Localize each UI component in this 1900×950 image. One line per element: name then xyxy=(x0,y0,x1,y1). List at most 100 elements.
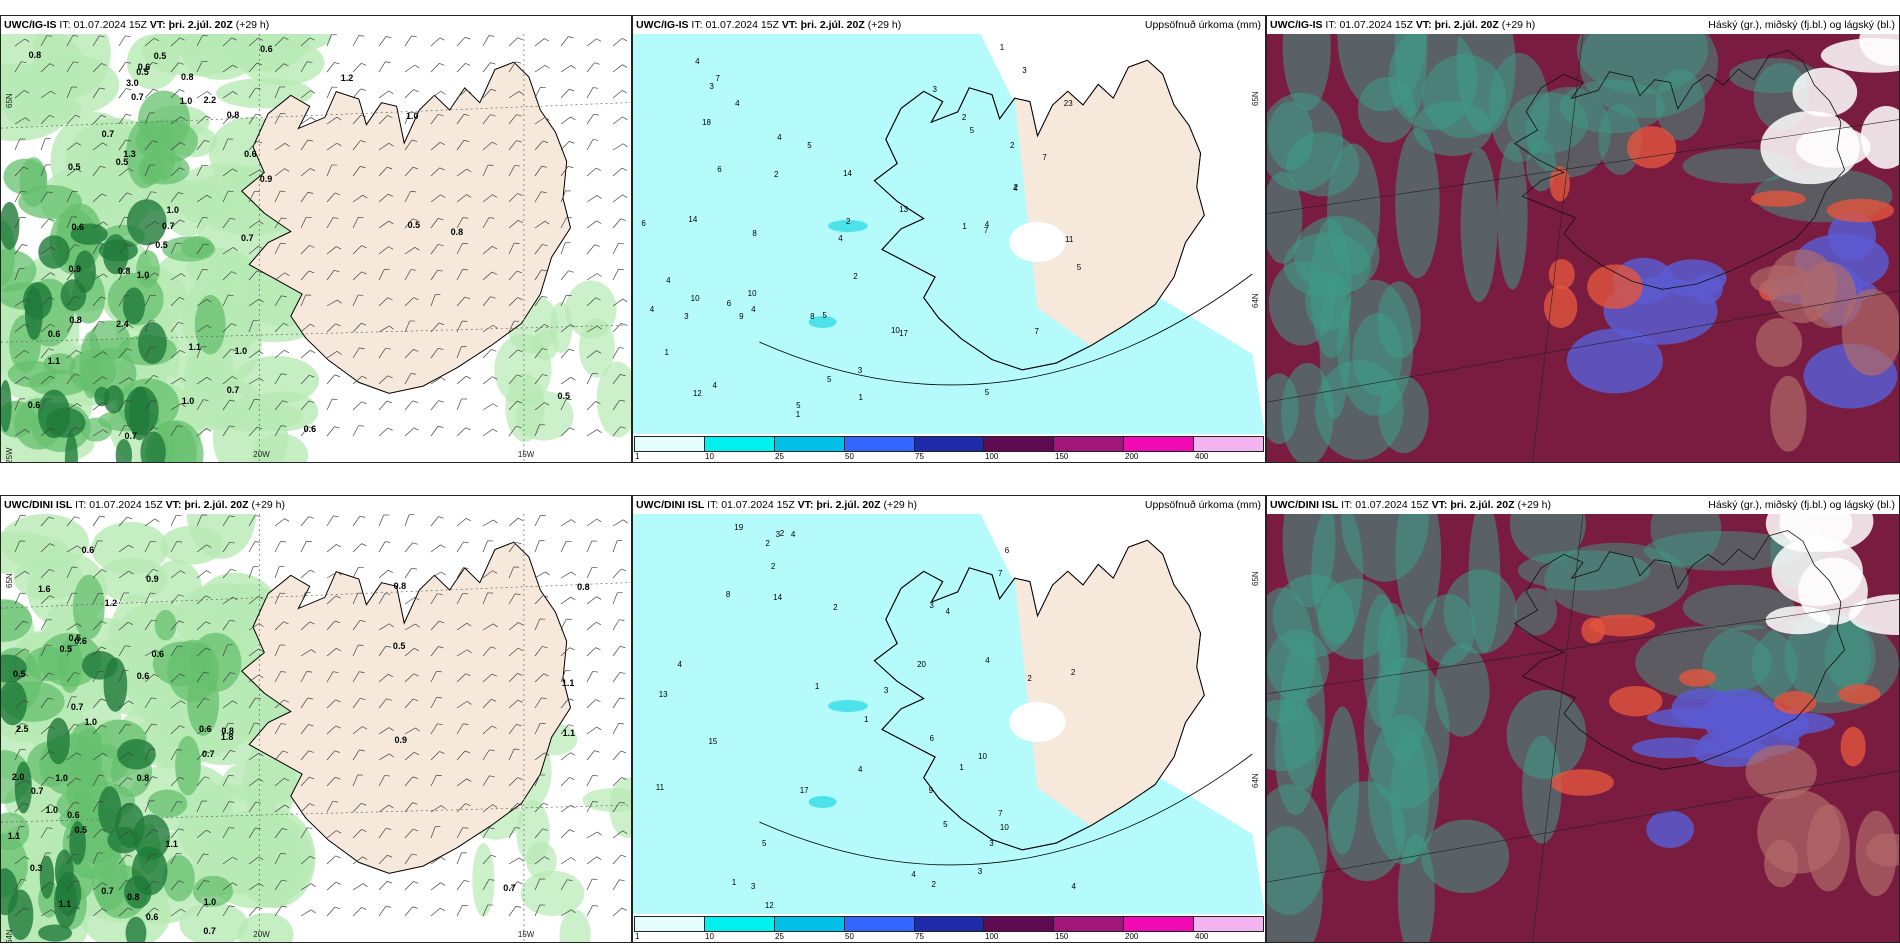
colorbar-tick: 400 xyxy=(1195,452,1209,461)
value-label: 0.5 xyxy=(153,50,167,61)
value-label: 9 xyxy=(928,786,934,796)
value-label: 6 xyxy=(641,218,646,228)
panel-title: Háský (gr.), miðský (fj.bl.) og lágský (… xyxy=(1708,19,1895,31)
value-label: 0.8 xyxy=(69,315,82,326)
coord-label: 64N xyxy=(1251,773,1260,788)
value-label: 5 xyxy=(822,311,827,321)
value-label: 0.8 xyxy=(136,772,150,783)
value-label: 1.0 xyxy=(181,395,195,406)
coord-label: 15W xyxy=(517,930,535,939)
value-label: 1.2 xyxy=(340,73,354,84)
map-area[interactable]: 1.0 0.6 0.6 0.5 0.8 0.8 0.5 0.6 0.7 0.8 1.0 0.9 1.1 1… xyxy=(1,34,631,462)
value-label: 0.5 xyxy=(155,239,168,250)
value-label: 8 xyxy=(810,311,815,321)
value-label: 0.5 xyxy=(68,632,81,643)
coord-label: 20W xyxy=(253,930,270,939)
colorbar-tick: 1 xyxy=(635,932,640,941)
value-label: 4 xyxy=(1013,183,1018,193)
value-label: 10 xyxy=(690,294,700,304)
panel-header: UWC/DINI ISL IT: 01.07.2024 15Z VT: þri.… xyxy=(1267,496,1899,514)
value-label: 2.5 xyxy=(16,724,29,735)
value-label: 0.5 xyxy=(67,161,81,172)
value-label: 2.0 xyxy=(11,771,25,782)
value-label: 11 xyxy=(1065,234,1074,244)
value-label: 1.1 xyxy=(7,830,21,841)
value-label: 0.7 xyxy=(30,785,44,796)
panel-header: UWC/IG-IS IT: 01.07.2024 15Z VT: þri. 2.… xyxy=(1267,16,1899,34)
colorbar-swatch xyxy=(984,437,1055,451)
value-label: 13 xyxy=(899,205,909,215)
colorbar: 1 10 25 50 75 100 150 200 400 xyxy=(633,914,1265,942)
map-area[interactable]: 0.5 0.7 0.6 0.7 0.5 0.7 0.6 1.1 0.8 0.9 1.0 0.6 0.7 0… xyxy=(1,514,631,942)
panel-cloud-top: UWC/IG-IS IT: 01.07.2024 15Z VT: þri. 2.… xyxy=(1266,15,1900,463)
value-label: 5 xyxy=(984,387,990,397)
value-label: 1 xyxy=(795,410,801,420)
colorbar-swatch xyxy=(635,917,705,931)
value-label: 12 xyxy=(764,900,774,910)
value-label: 0.8 xyxy=(577,582,590,593)
map-svg xyxy=(633,514,1265,914)
coord-label: 64N xyxy=(1251,293,1260,308)
value-label: 3 xyxy=(1022,66,1027,76)
value-label: 17 xyxy=(799,785,809,795)
value-label: 5 xyxy=(826,375,832,385)
value-label: 0.6 xyxy=(27,399,41,410)
value-label: 0.6 xyxy=(145,911,159,922)
value-label: 0.7 xyxy=(70,702,84,713)
value-label: 3 xyxy=(932,85,937,95)
colorbar-tick: 150 xyxy=(1055,452,1069,461)
value-label: 7 xyxy=(997,568,1003,578)
coord-label: 25W xyxy=(5,447,14,462)
value-label: 3 xyxy=(989,839,994,849)
value-label: 0.7 xyxy=(203,925,216,936)
panel-wind-top: UWC/IG-IS IT: 01.07.2024 15Z VT: þri. 2.… xyxy=(0,15,632,463)
value-label: 5 xyxy=(1076,262,1082,272)
value-label: 4 xyxy=(712,381,717,391)
value-label: 3 xyxy=(775,529,781,539)
value-label: 1.1 xyxy=(58,898,72,909)
map-area[interactable]: 1 5 4 2 3 5 4 6 5 11 9 4 5 7 12 23 17 14 14 13 10 18 10 7 8 7 5 6 3 2… xyxy=(633,34,1265,434)
value-label: 0.5 xyxy=(74,824,88,835)
panel-wind-bottom: UWC/DINI ISL IT: 01.07.2024 15Z VT: þri.… xyxy=(0,495,632,943)
value-label: 2 xyxy=(779,528,785,538)
value-label: 0.7 xyxy=(131,92,144,103)
colorbar-swatch xyxy=(1124,437,1195,451)
value-label: 4 xyxy=(649,305,655,315)
value-label: 1.0 xyxy=(405,110,419,121)
panel-title: Háský (gr.), miðský (fj.bl.) og lágský (… xyxy=(1708,499,1895,511)
map-area[interactable] xyxy=(1267,34,1899,462)
value-label: 9 xyxy=(739,312,744,322)
value-label: 14 xyxy=(843,169,852,179)
value-label: 4 xyxy=(790,529,796,539)
value-label: 1.0 xyxy=(166,204,180,215)
value-label: 0.5 xyxy=(407,220,421,231)
value-label: 2.2 xyxy=(203,94,217,105)
value-label: 2 xyxy=(1010,141,1015,151)
colorbar-tick: 400 xyxy=(1195,932,1209,941)
value-label: 0.5 xyxy=(115,157,129,168)
value-label: 5 xyxy=(807,140,812,150)
value-label: 4 xyxy=(677,660,682,670)
coord-label: 65N xyxy=(1251,571,1260,586)
panel-header: UWC/DINI ISL IT: 01.07.2024 15Z VT: þri.… xyxy=(633,496,1265,514)
value-label: 0.3 xyxy=(29,863,43,874)
value-label: 2.4 xyxy=(116,318,129,329)
value-label: 1 xyxy=(999,43,1005,53)
value-label: 0.8 xyxy=(221,725,234,736)
value-label: 0.7 xyxy=(201,748,215,759)
map-area[interactable] xyxy=(1267,514,1899,942)
coord-label: 20W xyxy=(253,450,270,459)
panel-title: Uppsöfnuð úrkoma (mm) xyxy=(1144,19,1261,31)
value-label: 2 xyxy=(961,113,967,123)
map-area[interactable]: 2 3 4 5 8 9 10 12 20 15 17 11 13 10 19 7 6 4 3 2 1 2 3 4 1 2 5 4 3 2 1… xyxy=(633,514,1265,914)
value-label: 0.5 xyxy=(136,67,149,78)
value-label: 0.9 xyxy=(68,264,82,275)
value-label: 3 xyxy=(750,882,756,892)
value-label: 0.9 xyxy=(259,173,273,184)
colorbar-tick: 100 xyxy=(985,452,999,461)
colorbar-swatch xyxy=(774,437,845,451)
value-label: 4 xyxy=(1071,881,1076,891)
colorbar-swatch xyxy=(1124,917,1195,931)
value-label: 7 xyxy=(715,73,720,83)
value-label: 4 xyxy=(735,98,740,108)
